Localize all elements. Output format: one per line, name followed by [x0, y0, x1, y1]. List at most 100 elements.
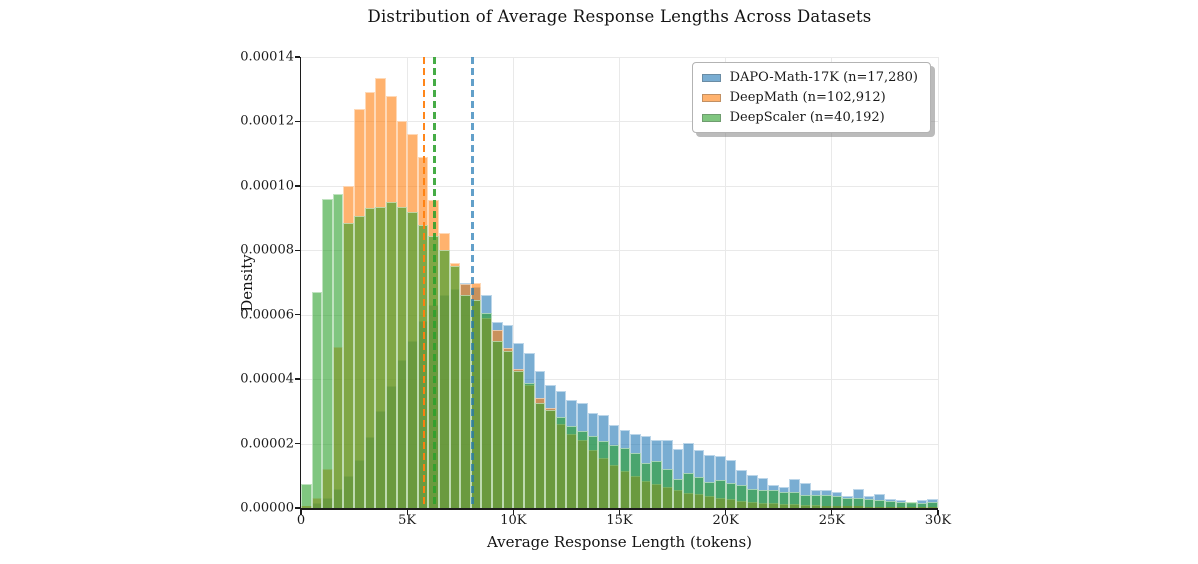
hist-bar-deepscaler	[385, 201, 397, 508]
mean-line-deepmath	[422, 57, 426, 508]
y-tick-mark	[294, 56, 300, 58]
hist-bar-deepscaler	[768, 490, 779, 508]
hist-bar-deepscaler	[810, 495, 822, 508]
y-tick-label: 0.00010	[240, 178, 294, 194]
hist-bar-deepscaler	[693, 476, 705, 508]
y-tick-mark	[294, 507, 300, 509]
hist-bar-deepscaler	[799, 495, 811, 508]
legend-label-deepscaler: DeepScaler (n=40,192)	[729, 110, 885, 125]
x-tick-mark	[831, 509, 833, 515]
hist-bar-deepscaler	[640, 462, 652, 508]
hist-bar-deepscaler	[608, 445, 620, 508]
x-tick-label: 0	[296, 513, 306, 528]
mean-line-dapo-math-17k	[471, 57, 475, 508]
y-tick-label: 0.00002	[240, 436, 294, 452]
x-axis-label: Average Response Length (tokens)	[486, 533, 753, 551]
hist-bar-deepscaler	[778, 491, 790, 508]
hist-bar-deepscaler	[715, 479, 726, 508]
chart-title: Distribution of Average Response Lengths…	[367, 7, 872, 26]
hist-bar-deepscaler	[704, 482, 716, 508]
hist-bar-deepscaler	[895, 501, 907, 508]
legend-item-dapo-math-17k: DAPO-Math-17K (n=17,280)	[701, 70, 918, 85]
hist-bar-deepscaler	[332, 193, 344, 508]
hist-bar-deepscaler	[566, 425, 578, 508]
x-tick-label: 20K	[712, 513, 739, 528]
x-tick-mark	[618, 509, 621, 515]
y-tick-mark	[294, 249, 300, 251]
y-tick-label: 0.00014	[240, 49, 294, 65]
hist-bar-deepscaler	[481, 313, 493, 508]
legend-label-deepmath: DeepMath (n=102,912)	[729, 90, 886, 105]
legend-item-deepmath: DeepMath (n=102,912)	[701, 90, 918, 105]
hist-bar-deepscaler	[470, 299, 482, 508]
legend-swatch-deepscaler	[701, 113, 721, 122]
hist-bar-deepscaler	[322, 198, 333, 508]
hist-bar-deepscaler	[906, 502, 917, 508]
hist-bar-deepscaler	[927, 502, 938, 508]
hist-bar-deepscaler	[301, 484, 312, 508]
hist-bar-deepscaler	[492, 340, 503, 508]
hist-bar-deepscaler	[683, 472, 694, 508]
hist-bar-deepscaler	[842, 498, 854, 508]
hist-bar-deepscaler	[439, 250, 450, 508]
hist-bar-deepscaler	[513, 371, 524, 508]
hist-bar-deepscaler	[821, 495, 832, 508]
hist-bar-deepscaler	[853, 498, 864, 508]
gridline-vertical	[937, 57, 939, 508]
hist-bar-deepscaler	[916, 503, 928, 508]
x-tick-mark	[300, 509, 302, 515]
x-tick-label: 10K	[500, 513, 527, 528]
gridline-vertical	[725, 57, 727, 508]
legend: DAPO-Math-17K (n=17,280) DeepMath (n=102,…	[691, 62, 931, 133]
x-tick-mark	[512, 509, 514, 515]
y-tick-label: 0.00004	[240, 371, 294, 387]
hist-bar-deepscaler	[630, 452, 641, 508]
hist-bar-deepscaler	[375, 206, 386, 508]
y-tick-mark	[294, 120, 300, 123]
hist-bar-deepscaler	[577, 430, 588, 508]
hist-bar-deepscaler	[874, 499, 885, 508]
hist-bar-deepscaler	[672, 479, 684, 508]
hist-bar-deepscaler	[789, 492, 800, 508]
y-tick-label: 0.00012	[240, 113, 294, 129]
legend-label-dapo-math-17k: DAPO-Math-17K (n=17,280)	[729, 70, 918, 85]
y-axis-tick-labels: 0.00000 0.00002 0.00004 0.00006 0.00008 0.000…	[222, 50, 294, 516]
hist-bar-deepscaler	[407, 211, 418, 508]
hist-bar-deepscaler	[545, 409, 556, 508]
hist-bar-deepscaler	[736, 485, 747, 508]
y-tick-label: 0.00006	[240, 307, 294, 323]
gridline-vertical	[831, 57, 833, 508]
hist-bar-deepscaler	[311, 292, 323, 508]
x-tick-mark	[406, 509, 408, 515]
hist-bar-deepscaler	[831, 496, 843, 508]
y-tick-mark	[294, 185, 300, 187]
hist-bar-deepscaler	[364, 208, 376, 508]
hist-bar-deepscaler	[863, 499, 875, 508]
hist-bar-deepscaler	[746, 488, 758, 508]
x-tick-mark	[937, 509, 939, 515]
x-tick-label: 25K	[818, 513, 845, 528]
mean-line-deepscaler	[433, 57, 436, 508]
x-tick-mark	[725, 509, 727, 515]
legend-swatch-deepmath	[701, 93, 721, 102]
plot-area: DAPO-Math-17K (n=17,280) DeepMath (n=102,…	[294, 56, 939, 515]
gridline-vertical	[619, 57, 620, 508]
y-tick-mark	[294, 442, 300, 445]
hist-bar-deepscaler	[619, 448, 631, 508]
hist-bar-deepscaler	[449, 266, 461, 508]
legend-item-deepscaler: DeepScaler (n=40,192)	[701, 110, 918, 125]
x-axis-tick-labels: 0 5K 10K 15K 20K 25K 30K	[297, 513, 951, 533]
legend-swatch-dapo-math-17k	[701, 73, 721, 82]
hist-bar-deepscaler	[523, 383, 535, 508]
x-tick-label: 5K	[398, 513, 417, 528]
hist-bar-deepscaler	[587, 435, 599, 508]
hist-bar-deepscaler	[460, 295, 471, 508]
hist-bar-deepscaler	[534, 402, 546, 508]
hist-bar-deepscaler	[396, 206, 408, 508]
hist-bar-dapo-math-17k	[672, 448, 684, 508]
hist-bar-deepscaler	[884, 500, 896, 508]
hist-bar-deepscaler	[354, 216, 365, 508]
y-tick-label: 0.00008	[240, 242, 294, 258]
hist-bar-deepscaler	[555, 416, 567, 508]
